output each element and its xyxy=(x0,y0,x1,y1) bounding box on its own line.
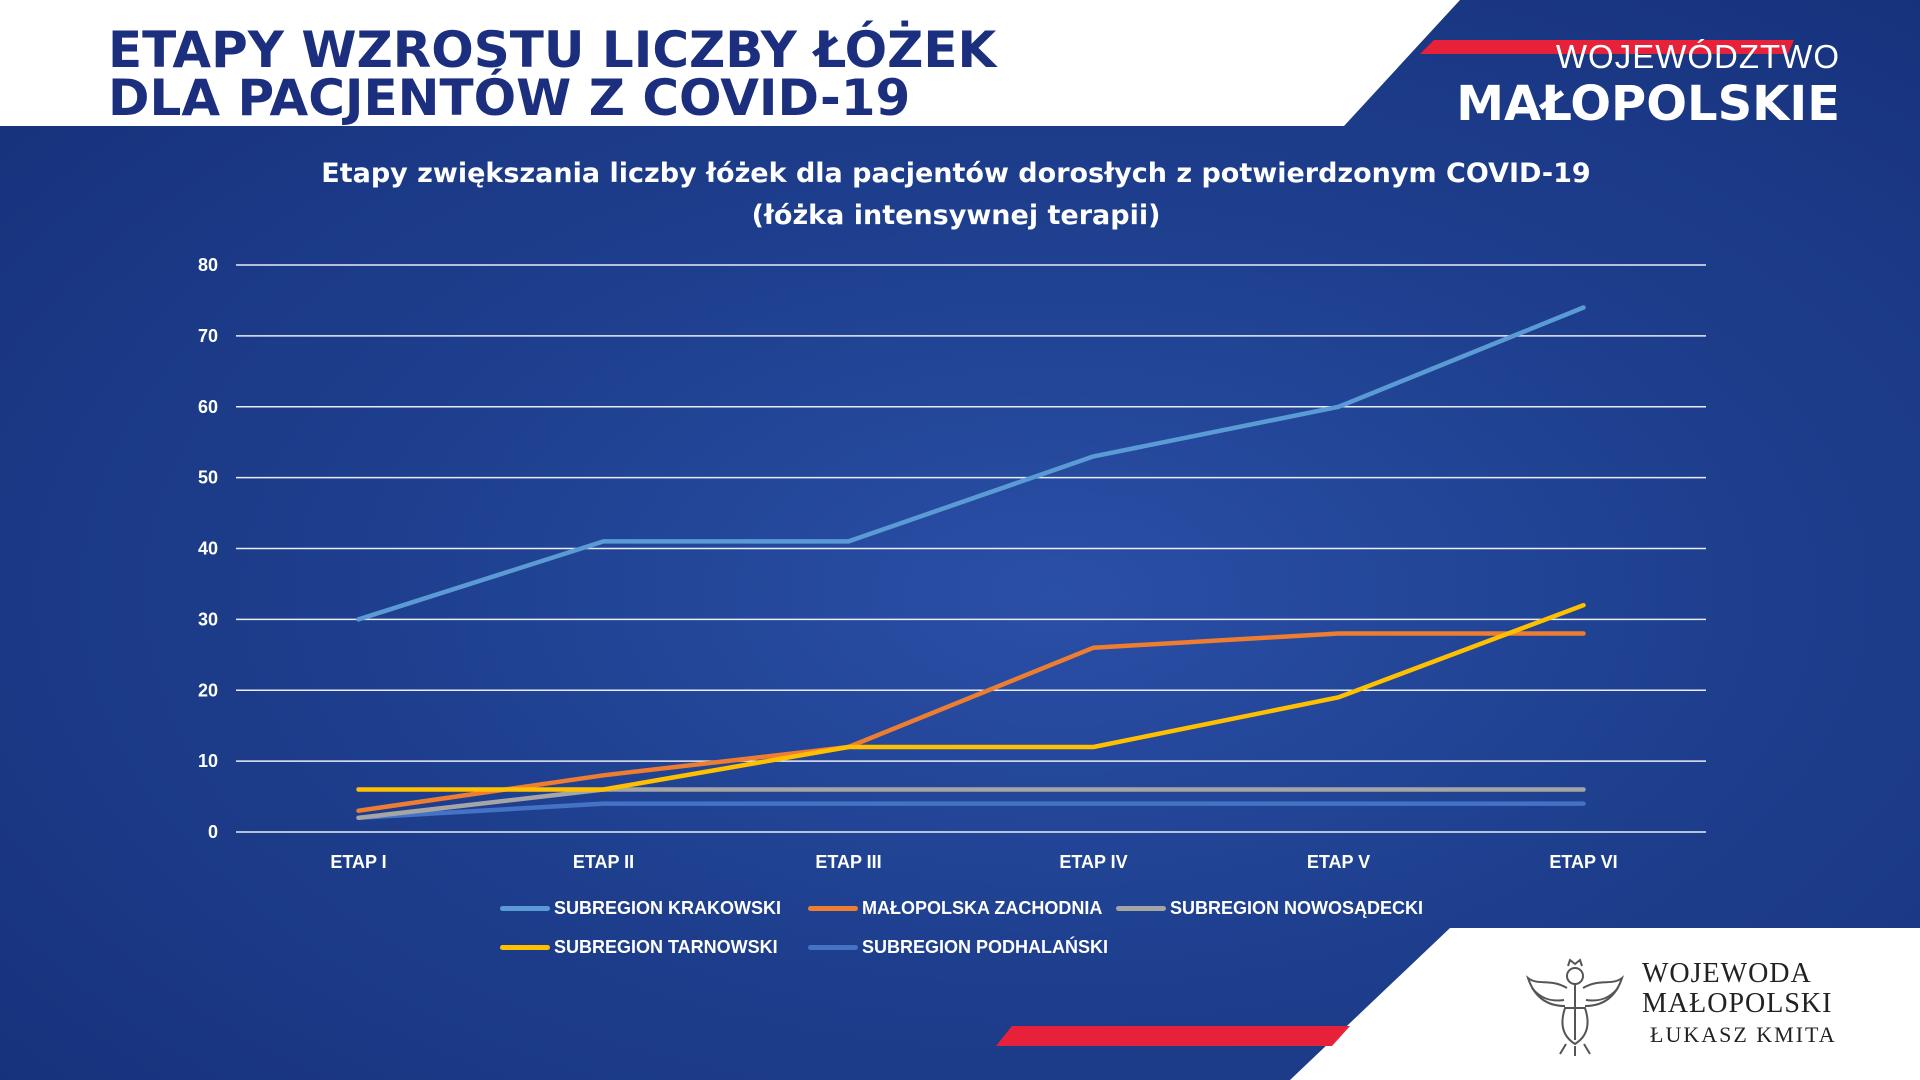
x-tick-label: ETAP I xyxy=(330,852,386,872)
legend-label: SUBREGION PODHALAŃSKI xyxy=(862,936,1109,957)
header-red-stripe xyxy=(1420,40,1794,54)
legend-label: SUBREGION NOWOSĄDECKI xyxy=(1170,897,1424,918)
footer-wojewoda: WOJEWODA xyxy=(1642,958,1812,989)
y-tick-label: 40 xyxy=(198,539,218,559)
y-tick-label: 70 xyxy=(198,326,218,346)
x-tick-label: ETAP VI xyxy=(1549,852,1617,872)
legend-swatch xyxy=(500,944,550,950)
legend-item: SUBREGION PODHALAŃSKI xyxy=(808,932,1108,962)
x-tick-label: ETAP III xyxy=(815,852,881,872)
header-title-line2: DLA PACJENTÓW Z COVID-19 xyxy=(108,69,911,127)
legend-label: SUBREGION TARNOWSKI xyxy=(554,936,778,957)
legend-swatch xyxy=(500,905,550,911)
x-tick-label: ETAP IV xyxy=(1059,852,1127,872)
y-tick-label: 80 xyxy=(198,255,218,275)
y-tick-label: 10 xyxy=(198,751,218,771)
series-line xyxy=(356,631,1586,813)
y-tick-label: 30 xyxy=(198,609,218,629)
legend-item: SUBREGION KRAKOWSKI xyxy=(500,893,781,923)
series-line xyxy=(356,787,1586,821)
legend-label: SUBREGION KRAKOWSKI xyxy=(554,897,782,918)
legend-swatch xyxy=(808,944,858,950)
legend-label: MAŁOPOLSKA ZACHODNIA xyxy=(862,897,1103,918)
header-white-band xyxy=(0,0,1460,126)
footer-malopolski: MAŁOPOLSKI xyxy=(1642,988,1833,1019)
y-tick-label: 0 xyxy=(208,822,218,842)
chart-subtitle: (łóżka intensywnej terapii) xyxy=(751,200,1161,231)
series-line xyxy=(356,305,1586,622)
brand-wojewodztwo: WOJEWÓDZTWO xyxy=(1555,38,1840,75)
legend-item: SUBREGION NOWOSĄDECKI xyxy=(1116,893,1423,923)
legend-item: MAŁOPOLSKA ZACHODNIA xyxy=(808,893,1102,923)
y-tick-label: 50 xyxy=(198,468,218,488)
eagle-emblem-icon xyxy=(1525,958,1625,1056)
series-line xyxy=(356,801,1586,821)
series-line xyxy=(356,602,1586,792)
brand-malopolskie: MAŁOPOLSKIE xyxy=(1456,76,1840,132)
footer-name: ŁUKASZ KMITA xyxy=(1650,1022,1837,1047)
chart-title: Etapy zwiększania liczby łóżek dla pacje… xyxy=(321,158,1591,189)
y-tick-label: 20 xyxy=(198,680,218,700)
x-tick-label: ETAP V xyxy=(1307,852,1370,872)
x-tick-label: ETAP II xyxy=(573,852,634,872)
footer-red-stripe xyxy=(996,1026,1350,1046)
legend-swatch xyxy=(1116,905,1166,911)
footer-white-band xyxy=(1290,928,1920,1080)
legend-item: SUBREGION TARNOWSKI xyxy=(500,932,778,962)
header-title-line1: ETAPY WZROSTU LICZBY ŁÓŻEK xyxy=(108,21,997,79)
y-tick-label: 60 xyxy=(198,397,218,417)
legend-swatch xyxy=(808,905,858,911)
